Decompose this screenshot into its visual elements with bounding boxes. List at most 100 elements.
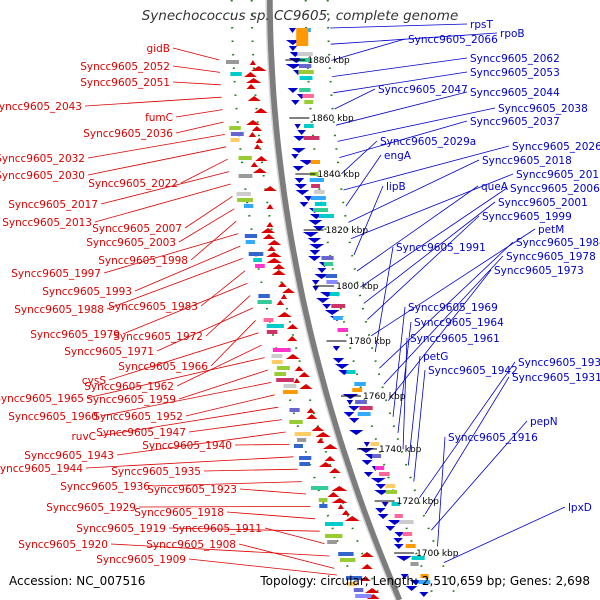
right-leader-line: [407, 355, 421, 466]
forward-strand-arrow: [293, 378, 300, 383]
left-leader-line: [210, 320, 256, 367]
forward-strand-arrow: [361, 564, 373, 569]
reverse-strand-arrow: [287, 88, 299, 93]
right-leader-line: [337, 107, 496, 142]
reverse-strand-arrow: [363, 472, 374, 477]
left-leader-line: [168, 527, 320, 532]
feature-swatch: [238, 174, 253, 178]
reverse-strand-arrow: [349, 418, 360, 423]
forward-strand-arrow: [337, 504, 344, 509]
feature-swatch: [297, 52, 313, 56]
gene-label-left: Syncc9605_1944: [0, 463, 83, 475]
reverse-strand-arrow: [348, 406, 360, 411]
gene-label-right: Syncc9605_2062: [470, 53, 560, 65]
gene-label-left: Syncc9605_1966: [118, 361, 208, 373]
kbp-tick-label: 1860 kbp: [311, 114, 354, 124]
kbp-tick-label: 1780 kbp: [348, 337, 391, 347]
feature-swatch: [310, 196, 326, 200]
forward-strand-arrow: [255, 156, 268, 161]
gene-label-left: Syncc9605_1923: [147, 484, 237, 496]
forward-strand-arrow: [327, 492, 340, 497]
feature-swatch: [299, 88, 311, 92]
reverse-strand-arrow: [374, 490, 389, 495]
right-leader-line: [443, 506, 566, 563]
reverse-strand-arrow: [311, 280, 320, 285]
reverse-strand-arrow: [288, 28, 297, 33]
feature-swatch: [337, 328, 349, 332]
reverse-strand-arrow: [396, 556, 412, 561]
gene-label-left: Syncc9605_2017: [8, 199, 98, 211]
feature-swatch: [283, 384, 297, 388]
topology-text: Topology: circular; Length: 2,510,659 bp…: [260, 574, 590, 588]
feature-swatch: [399, 520, 414, 524]
feature-swatch: [385, 484, 396, 488]
feature-swatch: [302, 94, 314, 98]
gene-label-left: Syncc9605_1979: [30, 329, 120, 341]
reverse-strand-arrow: [361, 460, 373, 465]
left-leader-line: [110, 543, 330, 557]
gene-label-right: Syncc9605_1942: [428, 365, 518, 377]
gene-label-left: Syncc9605_2013: [2, 217, 92, 229]
left-leader-line: [200, 270, 246, 307]
gene-label-right: pepN: [530, 416, 558, 428]
left-leader-line: [238, 543, 335, 569]
forward-strand-arrow: [246, 84, 256, 89]
feature-swatch: [238, 156, 252, 160]
left-leader-line: [98, 406, 279, 437]
left-leader-line: [87, 146, 227, 176]
left-leader-line: [239, 488, 307, 495]
gene-label-left: cysS: [82, 375, 106, 387]
gene-label-group: gidB Syncc9605_2052 Syncc9605_2051 Syncc960…: [0, 19, 600, 566]
reverse-strand-arrow: [304, 196, 313, 201]
right-leader-line: [356, 185, 479, 272]
feature-swatch: [312, 208, 329, 212]
feature-swatch: [309, 178, 324, 182]
gene-label-left: Syncc9605_1997: [11, 268, 101, 280]
feature-swatch: [311, 184, 320, 188]
left-leader-line: [180, 158, 228, 184]
map-title: Synechococcus sp. CC9605, complete genom…: [141, 8, 459, 24]
reverse-strand-arrow: [314, 274, 329, 279]
gene-label-left: Syncc9605_1971: [64, 346, 154, 358]
gene-label-left: Syncc9605_2043: [0, 101, 82, 113]
reverse-strand-arrow: [322, 304, 332, 309]
feature-swatch: [324, 522, 343, 526]
feature-swatch: [311, 486, 329, 490]
right-leader-line: [392, 306, 406, 417]
gene-label-right: Syncc9605_2038: [498, 103, 588, 115]
gene-label-right: Syncc9605_1964: [414, 317, 504, 329]
forward-strand-arrow: [360, 552, 374, 557]
right-leader-line: [332, 57, 468, 77]
gene-label-left: Syncc9605_1911: [172, 523, 262, 535]
feature-swatch: [394, 514, 403, 518]
forward-strand-arrow: [299, 384, 313, 389]
feature-swatch: [294, 432, 311, 436]
forward-strand-arrow: [331, 498, 348, 503]
reverse-strand-arrow: [316, 298, 330, 303]
feature-swatch: [289, 408, 300, 412]
feature-swatch: [245, 240, 255, 244]
left-leader-line: [86, 357, 265, 399]
right-leader-line: [348, 159, 480, 223]
genome-backbone: [265, 0, 403, 600]
feature-swatch: [325, 274, 338, 278]
gene-label-right: petM: [538, 224, 564, 236]
left-leader-line: [122, 282, 248, 335]
forward-strand-arrow: [276, 300, 285, 305]
left-leader-line: [152, 481, 302, 487]
feature-swatch: [271, 360, 283, 364]
feature-swatch: [379, 472, 390, 476]
feature-swatch: [375, 466, 385, 470]
feature-swatch: [299, 462, 310, 466]
reverse-strand-arrow: [317, 268, 327, 273]
forward-strand-arrow: [306, 408, 315, 413]
forward-strand-arrow: [251, 126, 263, 131]
reverse-strand-arrow: [295, 190, 310, 195]
feature-swatch: [303, 136, 320, 140]
feature-swatch: [333, 316, 343, 320]
left-leader-line: [234, 444, 290, 446]
reverse-strand-arrow: [387, 520, 402, 525]
left-leader-line: [106, 258, 243, 310]
dot-ring-1: [230, 0, 363, 600]
